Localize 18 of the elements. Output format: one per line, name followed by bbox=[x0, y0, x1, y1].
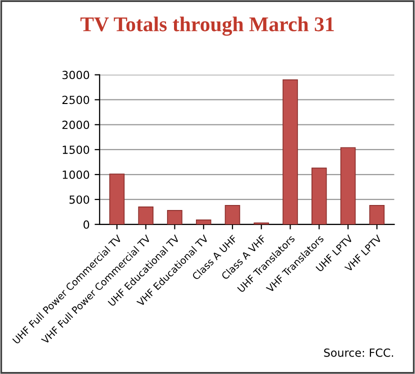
y-tick-label: 1500 bbox=[62, 146, 90, 154]
bar bbox=[138, 206, 154, 224]
y-tick-label: 2000 bbox=[62, 120, 90, 130]
y-tick-label: 3000 bbox=[62, 70, 90, 80]
bar bbox=[340, 147, 356, 224]
bar bbox=[109, 174, 125, 224]
y-tick-label: 500 bbox=[70, 195, 90, 204]
bar bbox=[224, 205, 240, 224]
y-tick-label: 2500 bbox=[62, 96, 90, 104]
source-note: Source: FCC. bbox=[324, 348, 394, 357]
bar bbox=[312, 168, 327, 224]
bar bbox=[196, 219, 212, 224]
bar bbox=[282, 79, 298, 224]
bar bbox=[369, 205, 385, 224]
chart-title: TV Totals through March 31 bbox=[80, 16, 334, 36]
bar bbox=[167, 210, 182, 224]
y-tick-label: 0 bbox=[84, 220, 90, 229]
y-tick-label: 1000 bbox=[62, 170, 90, 179]
